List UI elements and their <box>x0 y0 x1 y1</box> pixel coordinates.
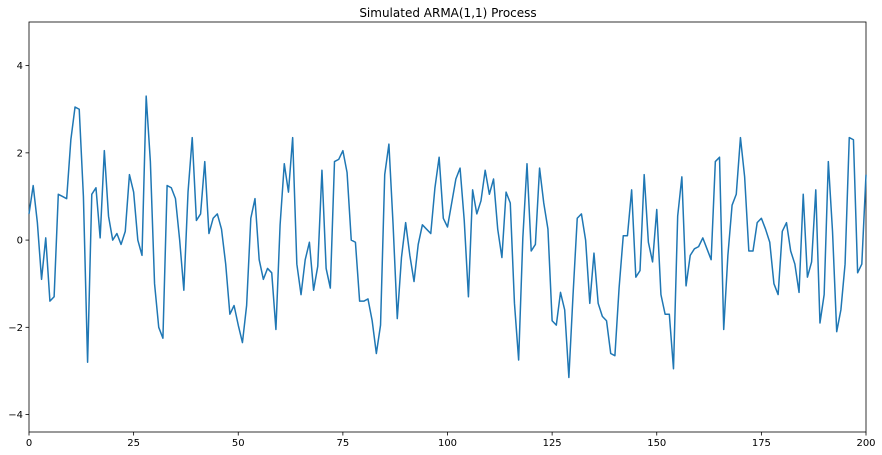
x-tick-label: 75 <box>337 438 350 449</box>
series-line <box>28 95 867 379</box>
y-tick-label: 4 <box>17 61 23 72</box>
y-tick-label: 2 <box>17 148 23 159</box>
y-tick-label: −4 <box>8 410 23 421</box>
x-tick-label: 125 <box>543 438 562 449</box>
x-tick-label: 150 <box>647 438 666 449</box>
y-axis: −4 −2 0 2 4 <box>8 61 29 421</box>
x-tick-label: 100 <box>438 438 457 449</box>
x-tick-label: 50 <box>232 438 245 449</box>
x-axis: 0 25 50 75 100 125 150 175 200 <box>26 432 876 449</box>
x-tick-label: 25 <box>127 438 140 449</box>
x-tick-label: 0 <box>26 438 32 449</box>
x-tick-label: 200 <box>856 438 875 449</box>
y-tick-label: 0 <box>17 236 23 247</box>
chart-title: Simulated ARMA(1,1) Process <box>359 6 536 20</box>
x-tick-label: 175 <box>752 438 771 449</box>
y-tick-label: −2 <box>8 323 23 334</box>
